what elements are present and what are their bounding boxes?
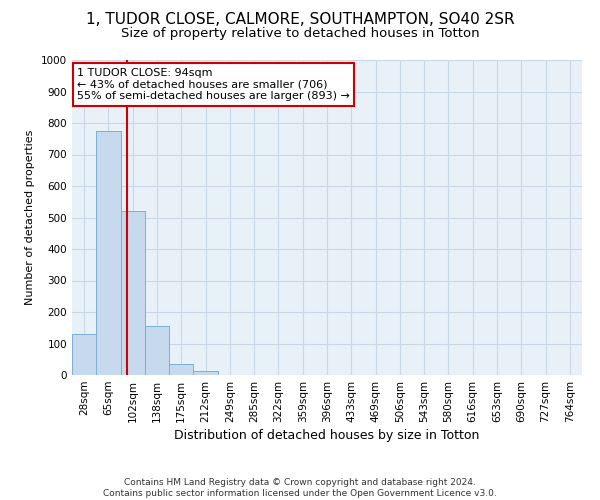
Text: Size of property relative to detached houses in Totton: Size of property relative to detached ho… bbox=[121, 28, 479, 40]
Bar bbox=[145, 326, 169, 375]
Bar bbox=[193, 371, 218, 375]
Y-axis label: Number of detached properties: Number of detached properties bbox=[25, 130, 35, 305]
Bar bbox=[121, 211, 145, 375]
X-axis label: Distribution of detached houses by size in Totton: Distribution of detached houses by size … bbox=[175, 429, 479, 442]
Text: 1, TUDOR CLOSE, CALMORE, SOUTHAMPTON, SO40 2SR: 1, TUDOR CLOSE, CALMORE, SOUTHAMPTON, SO… bbox=[86, 12, 514, 28]
Bar bbox=[72, 334, 96, 375]
Text: 1 TUDOR CLOSE: 94sqm
← 43% of detached houses are smaller (706)
55% of semi-deta: 1 TUDOR CLOSE: 94sqm ← 43% of detached h… bbox=[77, 68, 350, 101]
Bar bbox=[169, 364, 193, 375]
Text: Contains HM Land Registry data © Crown copyright and database right 2024.
Contai: Contains HM Land Registry data © Crown c… bbox=[103, 478, 497, 498]
Bar bbox=[96, 131, 121, 375]
